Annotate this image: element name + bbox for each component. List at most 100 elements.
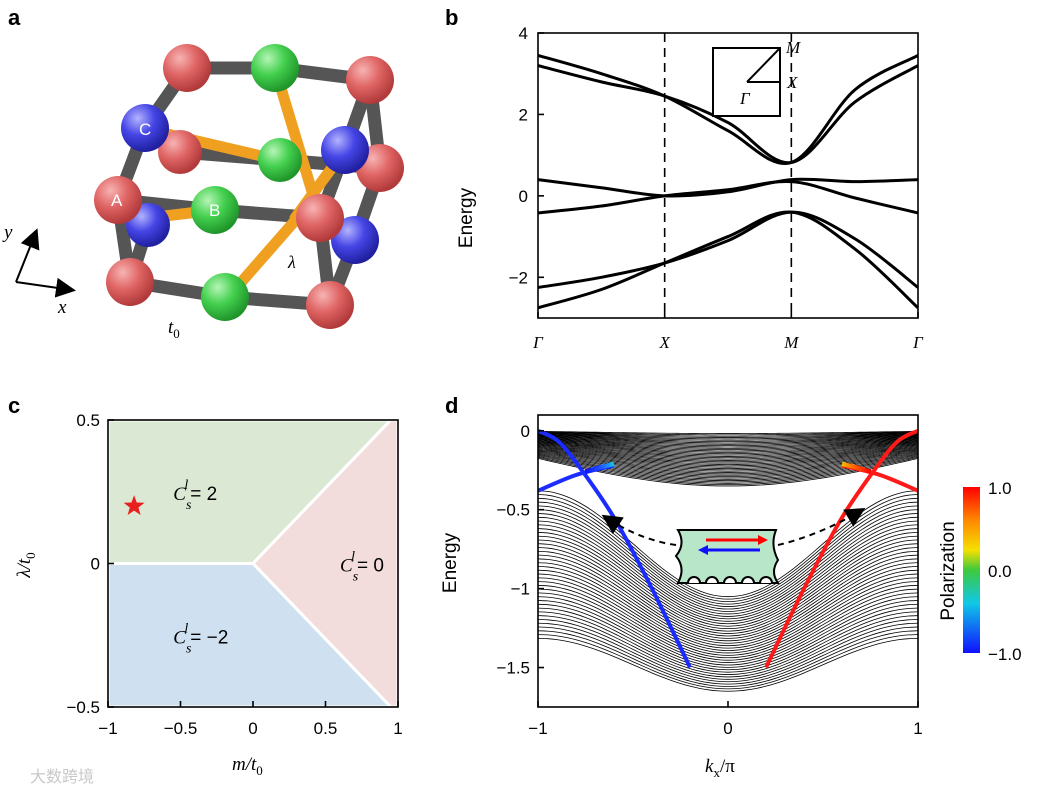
bulk-band-line xyxy=(538,622,918,683)
panel-label-d: d xyxy=(445,393,458,418)
bulk-band-line xyxy=(538,630,918,687)
bulk-band-line xyxy=(538,573,918,651)
bulk-band-line xyxy=(538,566,918,647)
bulk-band-line xyxy=(538,554,918,639)
bulk-band-line xyxy=(538,531,918,625)
site-a xyxy=(346,56,394,104)
site-c xyxy=(121,104,169,152)
band-structure-plot: −2 0 2 4 Γ X M Γ Energy M X Γ xyxy=(456,24,924,352)
bulk-band-line xyxy=(538,432,918,441)
site-c xyxy=(331,216,379,264)
bulk-band-line xyxy=(538,600,918,668)
bulk-band-line xyxy=(538,433,918,443)
bz-inset: M X Γ xyxy=(712,38,801,117)
d-xlabel: kx/π xyxy=(705,756,735,780)
colorbar-label: Polarization xyxy=(938,521,959,620)
bulk-band-line xyxy=(538,592,918,663)
bulk-band-line xyxy=(538,443,918,465)
b-xtick-label: Γ xyxy=(912,333,924,352)
bulk-band-line xyxy=(538,446,918,471)
bulk-band-line xyxy=(538,550,918,637)
d-xtick-label: 1 xyxy=(913,719,922,738)
band-line xyxy=(537,53,919,166)
bulk-band-line xyxy=(538,437,918,453)
site-label-c: C xyxy=(139,120,151,139)
bulk-band-line xyxy=(538,437,918,455)
bulk-band-line xyxy=(538,431,918,437)
bulk-band-line xyxy=(538,433,918,445)
band-line xyxy=(537,179,919,215)
bulk-band-line xyxy=(538,434,918,447)
bulk-band-line xyxy=(538,520,918,617)
b-ytick-label: 2 xyxy=(519,105,528,124)
bulk-band-line xyxy=(538,450,918,478)
bulk-band-line xyxy=(538,581,918,656)
panel-label-c: c xyxy=(8,393,20,418)
bulk-band-line xyxy=(538,611,918,675)
bulk-band-line xyxy=(538,436,918,452)
bulk-band-line xyxy=(538,432,918,440)
bulk-band-line xyxy=(538,516,918,615)
bulk-band-line xyxy=(538,440,918,461)
c-ylabel: λ/t0 xyxy=(14,552,38,578)
star-marker xyxy=(123,495,145,515)
band-line xyxy=(537,177,919,198)
bulk-band-line xyxy=(538,619,918,680)
site-a xyxy=(158,130,202,174)
lambda-label: λ xyxy=(287,252,296,272)
c-xtick-label: 0 xyxy=(248,719,257,738)
lattice-illustration: C A B λ t0 y x xyxy=(2,44,404,341)
bulk-band-line xyxy=(538,435,918,451)
bulk-band-line xyxy=(538,509,918,610)
c-xtick-label: −1 xyxy=(98,719,117,738)
blue-edge-state xyxy=(538,463,615,493)
bulk-band-line xyxy=(538,535,918,627)
b-xtick-label: M xyxy=(783,333,799,352)
bulk-band-line xyxy=(538,444,918,468)
bulk-band-line xyxy=(538,431,918,436)
c-xtick-label: 0.5 xyxy=(314,719,338,738)
d-ytick-label: 0 xyxy=(521,422,530,441)
b-xtick-label: X xyxy=(658,333,670,352)
colorbar-tick: 1.0 xyxy=(988,479,1012,498)
b-ytick-label: 0 xyxy=(519,187,528,206)
axis-y-label: y xyxy=(2,222,13,243)
bulk-band-line xyxy=(538,607,918,673)
bulk-band-line xyxy=(538,456,918,486)
bulk-band-line xyxy=(538,524,918,620)
bulk-band-line xyxy=(538,438,918,457)
ribbon-spectrum: −1 0 1 0 −0.5 −1 −1.5 Energy kx/π 1.0 0.0 −1.0… xyxy=(440,414,1022,780)
red-edge-state xyxy=(764,428,918,669)
b-ytick-label: 4 xyxy=(519,24,528,43)
site-b xyxy=(251,44,299,92)
site-c xyxy=(321,126,369,174)
lambda-bonds xyxy=(142,79,351,301)
panel-label-a: a xyxy=(8,5,21,30)
c-ytick-label: −0.5 xyxy=(66,698,100,717)
bulk-band-line xyxy=(538,569,918,649)
site-b xyxy=(191,186,239,234)
band-line xyxy=(537,210,919,289)
c-xtick-label: −0.5 xyxy=(164,719,198,738)
b-ytick-label: −2 xyxy=(509,268,528,287)
bulk-band-line xyxy=(538,584,918,659)
d-ytick-label: −0.5 xyxy=(496,501,530,520)
site-a xyxy=(163,44,211,92)
bulk-band-line xyxy=(538,430,918,434)
b-ylabel: Energy xyxy=(456,187,477,248)
panel-label-b: b xyxy=(445,5,458,30)
blue-edge-state xyxy=(538,428,692,669)
bulk-band-line xyxy=(538,433,918,444)
t0-label: t0 xyxy=(168,317,180,341)
bulk-band-line xyxy=(538,634,918,690)
b-xtick-label: Γ xyxy=(532,333,544,352)
edge-state-tip xyxy=(584,461,615,474)
c-ytick-label: 0 xyxy=(91,555,100,574)
bulk-band-line xyxy=(538,449,918,476)
d-ytick-label: −1 xyxy=(511,580,530,599)
site-b xyxy=(201,273,249,321)
bulk-band-line xyxy=(538,588,918,661)
ribbon-inset xyxy=(601,507,866,584)
phase-label: Csl = 0 xyxy=(340,550,384,585)
